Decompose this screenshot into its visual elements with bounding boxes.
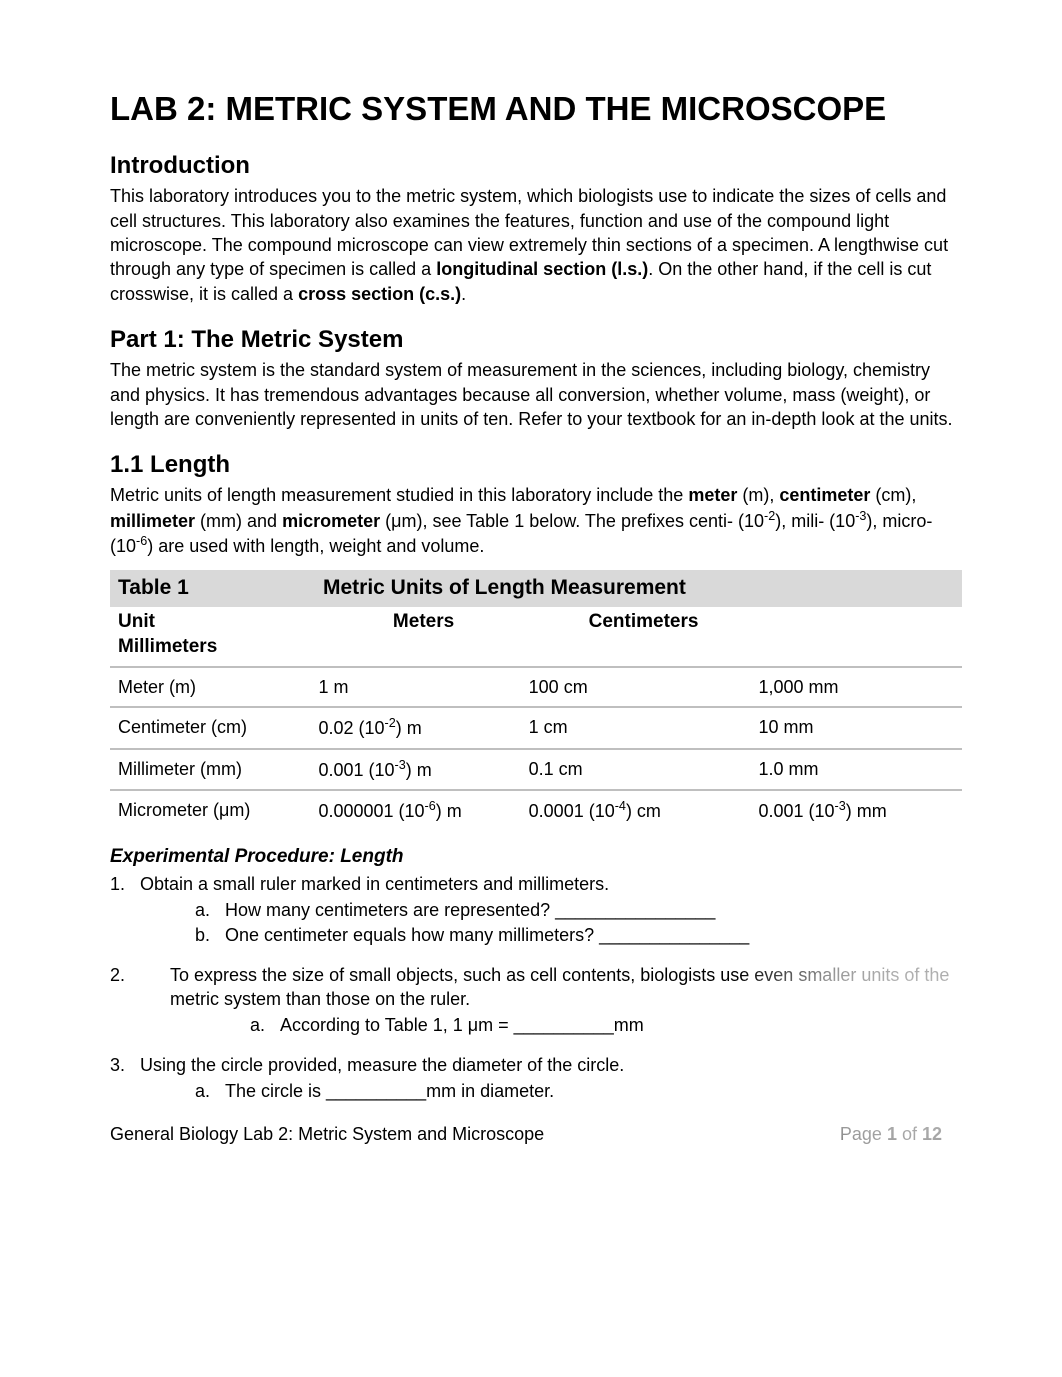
sub-text: How many centimeters are represented? __… [225,898,715,922]
header-mm-text: Millimeters [118,636,217,657]
length-paragraph: Metric units of length measurement studi… [110,483,962,558]
length-sup: -2 [764,509,775,523]
table-title: Metric Units of Length Measurement [323,574,686,602]
metric-table: Table 1 Metric Units of Length Measureme… [110,570,962,830]
length-text: (mm) and [195,511,282,531]
table-title-row: Table 1 Metric Units of Length Measureme… [110,570,962,606]
cell-unit: Centimeter (cm) [118,715,318,740]
sub-list-item: b.One centimeter equals how many millime… [195,923,962,947]
cell-mm: 1,000 mm [758,675,954,699]
sub-text: The circle is __________mm in diameter. [225,1079,554,1103]
table-row: Centimeter (cm)0.02 (10-2) m1 cm10 mm [110,708,962,749]
cell-unit: Millimeter (mm) [118,757,318,782]
intro-text: . [461,284,466,304]
cell-cm: 1 cm [529,715,759,740]
cell-mm: 1.0 mm [758,757,954,782]
table-row: Millimeter (mm)0.001 (10-3) m0.1 cm1.0 m… [110,750,962,791]
cell-meters: 0.001 (10-3) m [318,757,528,782]
footer-left: General Biology Lab 2: Metric System and… [110,1122,840,1146]
table-row: Micrometer (μm)0.000001 (10-6) m0.0001 (… [110,791,962,830]
cell-meters: 0.000001 (10-6) m [318,798,528,823]
item-text: To express the size of small objects, su… [170,963,962,1012]
length-sup: -6 [136,534,147,548]
length-text: (m), [737,485,779,505]
sub-list-item: a.According to Table 1, 1 μm = _________… [250,1013,962,1037]
table-label: Table 1 [118,574,323,602]
sub-letter: a. [195,1079,225,1103]
item-content: To express the size of small objects, su… [170,963,962,1039]
list-item: 3.Using the circle provided, measure the… [110,1053,962,1105]
cell-mm: 0.001 (10-3) mm [758,798,954,823]
footer-of: of [897,1124,922,1144]
sub-letter: a. [195,898,225,922]
table-header-mm-col [758,609,954,660]
length-term-meter: meter [688,485,737,505]
intro-term-cross-section: cross section (c.s.) [298,284,461,304]
part1-paragraph: The metric system is the standard system… [110,358,962,431]
length-heading: 1.1 Length [110,449,962,481]
procedure-list: 1.Obtain a small ruler marked in centime… [110,872,962,1104]
procedure-heading: Experimental Procedure: Length [110,844,962,870]
part1-heading: Part 1: The Metric System [110,324,962,356]
footer: General Biology Lab 2: Metric System and… [110,1122,962,1146]
intro-term-longitudinal: longitudinal section (l.s.) [436,259,648,279]
length-text: (μm), see Table 1 below. The prefixes ce… [380,511,764,531]
cell-mm: 10 mm [758,715,954,740]
footer-right: Page 1 of 12 [840,1122,962,1146]
length-text: Metric units of length measurement studi… [110,485,688,505]
list-item: 1.Obtain a small ruler marked in centime… [110,872,962,949]
intro-paragraph: This laboratory introduces you to the me… [110,184,962,305]
length-text: (cm), [870,485,916,505]
item-content: Obtain a small ruler marked in centimete… [140,872,962,949]
sub-letter: b. [195,923,225,947]
footer-total: 12 [922,1124,942,1144]
cell-cm: 0.1 cm [529,757,759,782]
cell-unit: Micrometer (μm) [118,798,318,823]
sub-list-item: a.How many centimeters are represented? … [195,898,962,922]
length-sup: -3 [855,509,866,523]
table-header-unit: Unit Millimeters [118,609,318,660]
footer-page-num: 1 [887,1124,897,1144]
sub-text: According to Table 1, 1 μm = __________m… [280,1013,644,1037]
length-term-millimeter: millimeter [110,511,195,531]
item-text: Obtain a small ruler marked in centimete… [140,872,962,896]
length-text: ), mili- (10 [775,511,855,531]
sub-text: One centimeter equals how many millimete… [225,923,749,947]
cell-meters: 0.02 (10-2) m [318,715,528,740]
item-text: Using the circle provided, measure the d… [140,1053,962,1077]
table-header-meters: Meters [318,609,528,660]
header-unit-text: Unit [118,611,155,632]
sub-list: a.The circle is __________mm in diameter… [140,1079,962,1103]
item-number: 2. [110,963,170,1039]
item-number: 1. [110,872,140,949]
sub-letter: a. [250,1013,280,1037]
cell-cm: 100 cm [529,675,759,699]
cell-meters: 1 m [318,675,528,699]
list-item: 2.To express the size of small objects, … [110,963,962,1039]
sub-list: a.How many centimeters are represented? … [140,898,962,948]
length-text: ) are used with length, weight and volum… [147,536,484,556]
sub-list: a.According to Table 1, 1 μm = _________… [170,1013,962,1037]
item-content: Using the circle provided, measure the d… [140,1053,962,1105]
sub-list-item: a.The circle is __________mm in diameter… [195,1079,962,1103]
intro-heading: Introduction [110,150,962,182]
table-row: Meter (m)1 m100 cm1,000 mm [110,668,962,708]
page-title: LAB 2: METRIC SYSTEM AND THE MICROSCOPE [110,90,962,128]
length-term-micrometer: micrometer [282,511,380,531]
table-header-row: Unit Millimeters Meters Centimeters [110,607,962,668]
table-header-cm: Centimeters [529,609,759,660]
footer-page-label: Page [840,1124,887,1144]
item-number: 3. [110,1053,140,1105]
cell-unit: Meter (m) [118,675,318,699]
cell-cm: 0.0001 (10-4) cm [529,798,759,823]
length-term-centimeter: centimeter [779,485,870,505]
